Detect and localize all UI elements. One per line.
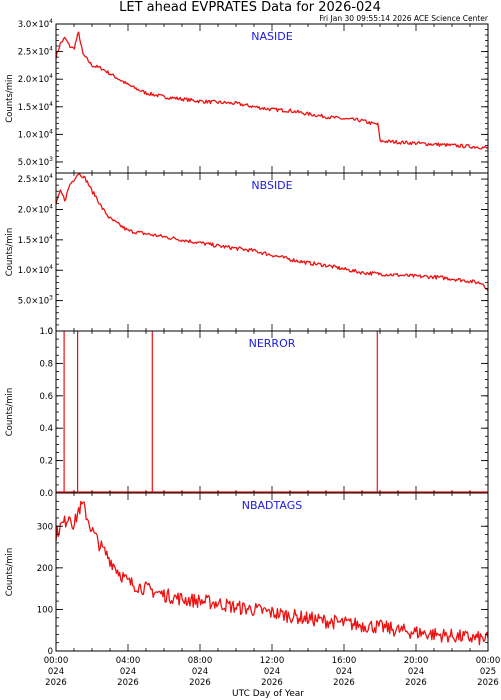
x-tick-label: 024 bbox=[192, 667, 208, 677]
x-tick-label: 2026 bbox=[405, 678, 427, 688]
x-tick-label: 12:00 bbox=[260, 656, 285, 666]
chart-subtitle: Fri Jan 30 09:55:14 2026 ACE Science Cen… bbox=[319, 14, 489, 23]
y-tick-label: 2.5×104 bbox=[18, 46, 53, 58]
panel-name: NBADTAGS bbox=[242, 499, 302, 512]
x-tick-label: 00:00 bbox=[44, 656, 69, 666]
y-tick-label: 0 bbox=[48, 647, 53, 657]
y-tick-label: 0.8 bbox=[39, 359, 53, 369]
y-tick-label: 0.4 bbox=[39, 424, 53, 434]
y-tick-label: 5.0×103 bbox=[18, 156, 53, 168]
x-tick-label: 08:00 bbox=[188, 656, 213, 666]
x-tick-label: 2026 bbox=[477, 678, 499, 688]
y-tick-label: 300 bbox=[37, 522, 53, 532]
panel-nbadtags: 0 100 200 300 Counts/min NBADTAGS bbox=[5, 492, 489, 657]
y-tick-label: 200 bbox=[37, 564, 53, 574]
x-tick-label: 024 bbox=[120, 667, 136, 677]
x-tick-label: 2026 bbox=[45, 678, 67, 688]
y-axis-label: Counts/min bbox=[5, 74, 15, 123]
y-axis-label: Counts/min bbox=[5, 548, 15, 597]
x-tick-label: 2026 bbox=[117, 678, 139, 688]
x-tick-label: 024 bbox=[408, 667, 424, 677]
y-tick-label: 0.2 bbox=[39, 457, 53, 467]
plot-frame bbox=[55, 23, 489, 174]
y-axis-label: Counts/min bbox=[5, 228, 15, 277]
panel-nbside: 0 5.0×103 1.0×104 1.5×104 2.0×104 2.5×104 Coun… bbox=[5, 172, 489, 337]
chart-title: LET ahead EVPRATES Data for 2026-024 bbox=[119, 0, 381, 15]
data-series-line bbox=[55, 500, 489, 646]
x-tick-label: 16:00 bbox=[332, 656, 357, 666]
x-tick-label: 2026 bbox=[261, 678, 283, 688]
x-tick-label: 024 bbox=[264, 667, 280, 677]
y-tick-label: 1.5×104 bbox=[18, 234, 53, 246]
x-tick-label: 2026 bbox=[333, 678, 355, 688]
y-tick-label: 3.0×104 bbox=[18, 18, 53, 30]
y-tick-label: 1.0 bbox=[39, 327, 53, 337]
x-tick-label: 04:00 bbox=[116, 656, 141, 666]
x-tick-label: 024 bbox=[48, 667, 64, 677]
x-axis-label: UTC Day of Year bbox=[232, 689, 304, 699]
plot-frame bbox=[55, 330, 489, 494]
y-tick-label: 1.5×104 bbox=[18, 101, 53, 113]
panel-naside: 5.0×103 1.0×104 1.5×104 2.0×104 2.5×104 3.0×1… bbox=[5, 18, 489, 174]
x-tick-label: 2026 bbox=[189, 678, 211, 688]
y-axis-label: Counts/min bbox=[5, 388, 15, 437]
y-tick-label: 2.0×104 bbox=[18, 203, 53, 215]
y-tick-label: 0.6 bbox=[39, 392, 53, 402]
y-tick-label: 1.0×104 bbox=[18, 264, 53, 276]
data-series-line bbox=[55, 173, 489, 292]
y-tick-label: 2.5×104 bbox=[18, 173, 53, 185]
y-tick-label: 100 bbox=[37, 605, 53, 615]
y-tick-label: 0 bbox=[48, 327, 53, 337]
panel-name: NBSIDE bbox=[251, 179, 292, 192]
y-tick-label: 5.0×103 bbox=[18, 295, 53, 307]
panel-name: NASIDE bbox=[251, 30, 292, 43]
x-tick-label: 025 bbox=[480, 667, 496, 677]
plot-frame bbox=[55, 172, 489, 332]
panel-name: NERROR bbox=[249, 337, 296, 350]
y-tick-label: 0.0 bbox=[39, 489, 53, 499]
panel-nerror: 0.0 0.2 0.4 0.6 0.8 1.0 Counts/min NERROR bbox=[5, 327, 489, 499]
y-tick-label: 2.0×104 bbox=[18, 73, 53, 85]
x-tick-label: 00:00 bbox=[476, 656, 501, 666]
plot-frame bbox=[55, 492, 489, 652]
data-series-line bbox=[55, 31, 489, 150]
chart-panels: 5.0×103 1.0×104 1.5×104 2.0×104 2.5×104 3.0×1… bbox=[5, 18, 500, 688]
x-tick-label: 20:00 bbox=[404, 656, 429, 666]
x-tick-labels: 00:00024202604:00024202608:00024202612:0… bbox=[44, 656, 501, 688]
y-tick-label: 1.0×104 bbox=[18, 128, 53, 140]
x-tick-label: 024 bbox=[336, 667, 352, 677]
